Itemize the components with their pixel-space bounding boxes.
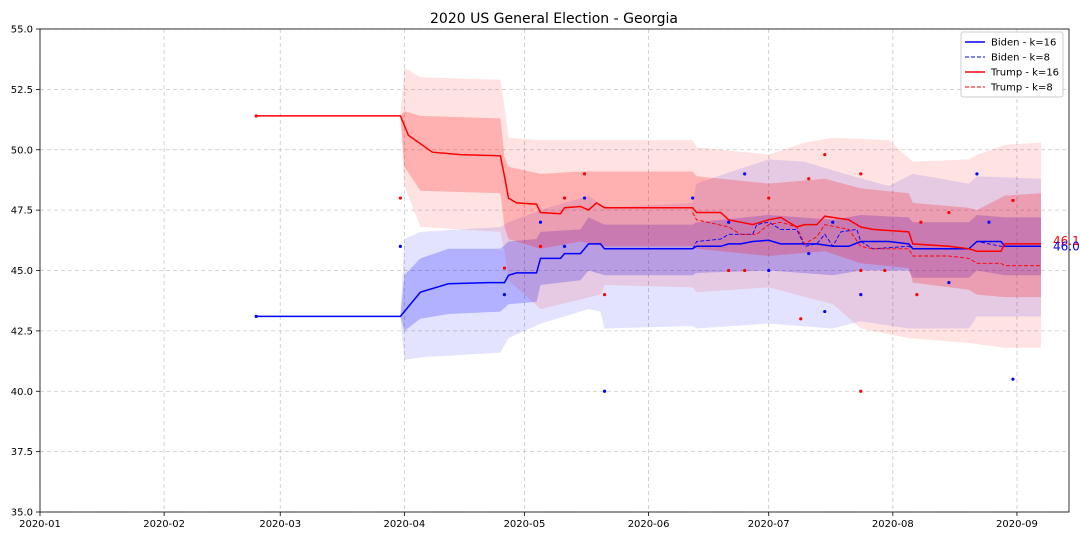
poll-point xyxy=(691,196,695,200)
x-tick-label: 2020-02 xyxy=(143,519,185,530)
poll-point xyxy=(254,314,258,318)
series-lines xyxy=(256,115,1041,318)
poll-point xyxy=(823,152,827,157)
series-line-3 xyxy=(692,212,1041,267)
poll-point xyxy=(582,172,587,176)
axes: 2020-01 2020-02 2020-03 2020-04 2020-05 2020-… xyxy=(11,25,1070,530)
poll-points xyxy=(254,114,1015,393)
poll-point xyxy=(883,268,887,273)
poll-point xyxy=(807,177,811,181)
y-tick-label: 55.0 xyxy=(11,25,33,36)
end-value-label: 46.0 xyxy=(1053,239,1080,253)
poll-point xyxy=(743,268,747,273)
poll-point xyxy=(602,293,607,297)
poll-point xyxy=(859,172,863,176)
poll-point xyxy=(727,220,731,224)
poll-point xyxy=(767,268,771,273)
y-tick-label: 40.0 xyxy=(11,387,33,398)
poll-point xyxy=(859,268,863,273)
poll-point xyxy=(807,251,811,256)
poll-point xyxy=(398,196,402,200)
x-tick-label: 2020-09 xyxy=(996,519,1038,530)
y-tick-label: 37.5 xyxy=(11,447,33,458)
poll-point xyxy=(799,317,803,321)
x-tick-label: 2020-01 xyxy=(19,519,61,530)
poll-point xyxy=(538,220,543,224)
poll-point xyxy=(859,389,863,393)
outer-band-0 xyxy=(400,159,1041,360)
chart-title: 2020 US General Election - Georgia xyxy=(430,11,678,27)
poll-point xyxy=(823,309,827,314)
y-tick-label: 52.5 xyxy=(11,85,33,96)
poll-point xyxy=(1011,198,1015,203)
poll-point xyxy=(562,244,567,248)
series-line-2 xyxy=(256,115,1041,252)
y-tick-label: 35.0 xyxy=(11,508,33,519)
legend-label: Biden - k=16 xyxy=(991,38,1056,49)
legend: Biden - k=16 Biden - k=8 Trump - k=16 Trump… xyxy=(960,31,1064,98)
poll-point xyxy=(562,196,567,200)
poll-point xyxy=(975,172,979,176)
poll-point xyxy=(727,268,731,273)
poll-point xyxy=(502,266,507,270)
series-line-0 xyxy=(256,239,1041,318)
poll-point xyxy=(602,389,607,393)
y-tick-label: 47.5 xyxy=(11,206,33,217)
x-tick-label: 2020-06 xyxy=(628,519,670,530)
end-labels: 46.146.0 xyxy=(1053,234,1080,253)
poll-point xyxy=(538,244,543,248)
x-tick-label: 2020-04 xyxy=(383,519,425,530)
poll-point xyxy=(254,114,258,118)
legend-box xyxy=(960,31,1064,98)
poll-point xyxy=(947,280,951,285)
x-tick-label: 2020-03 xyxy=(259,519,301,530)
x-tick-label: 2020-07 xyxy=(748,519,790,530)
poll-point xyxy=(502,293,507,297)
confidence-bands xyxy=(400,67,1041,360)
end-value-label: 46.1 xyxy=(1053,234,1080,248)
outer-band-2 xyxy=(400,67,1041,348)
poll-point xyxy=(947,210,951,215)
legend-label: Trump - k=16 xyxy=(990,68,1059,79)
poll-point xyxy=(859,293,863,297)
y-tick-label: 42.5 xyxy=(11,326,33,337)
inner-band-0 xyxy=(400,215,1041,331)
x-tick-label: 2020-05 xyxy=(504,519,546,530)
poll-point xyxy=(767,196,771,200)
legend-label: Trump - k=8 xyxy=(990,83,1053,94)
poll-point xyxy=(1011,377,1015,381)
poll-point xyxy=(398,244,402,248)
inner-band-2 xyxy=(400,111,1041,298)
poll-point xyxy=(743,172,747,176)
poll-point xyxy=(987,220,991,224)
legend-label: Biden - k=8 xyxy=(991,53,1050,64)
poll-point xyxy=(919,220,923,224)
poll-point xyxy=(915,293,919,297)
x-tick-label: 2020-08 xyxy=(872,519,914,530)
poll-point xyxy=(582,196,587,200)
y-tick-label: 50.0 xyxy=(11,145,33,156)
poll-point xyxy=(831,220,835,224)
y-tick-label: 45.0 xyxy=(11,266,33,277)
